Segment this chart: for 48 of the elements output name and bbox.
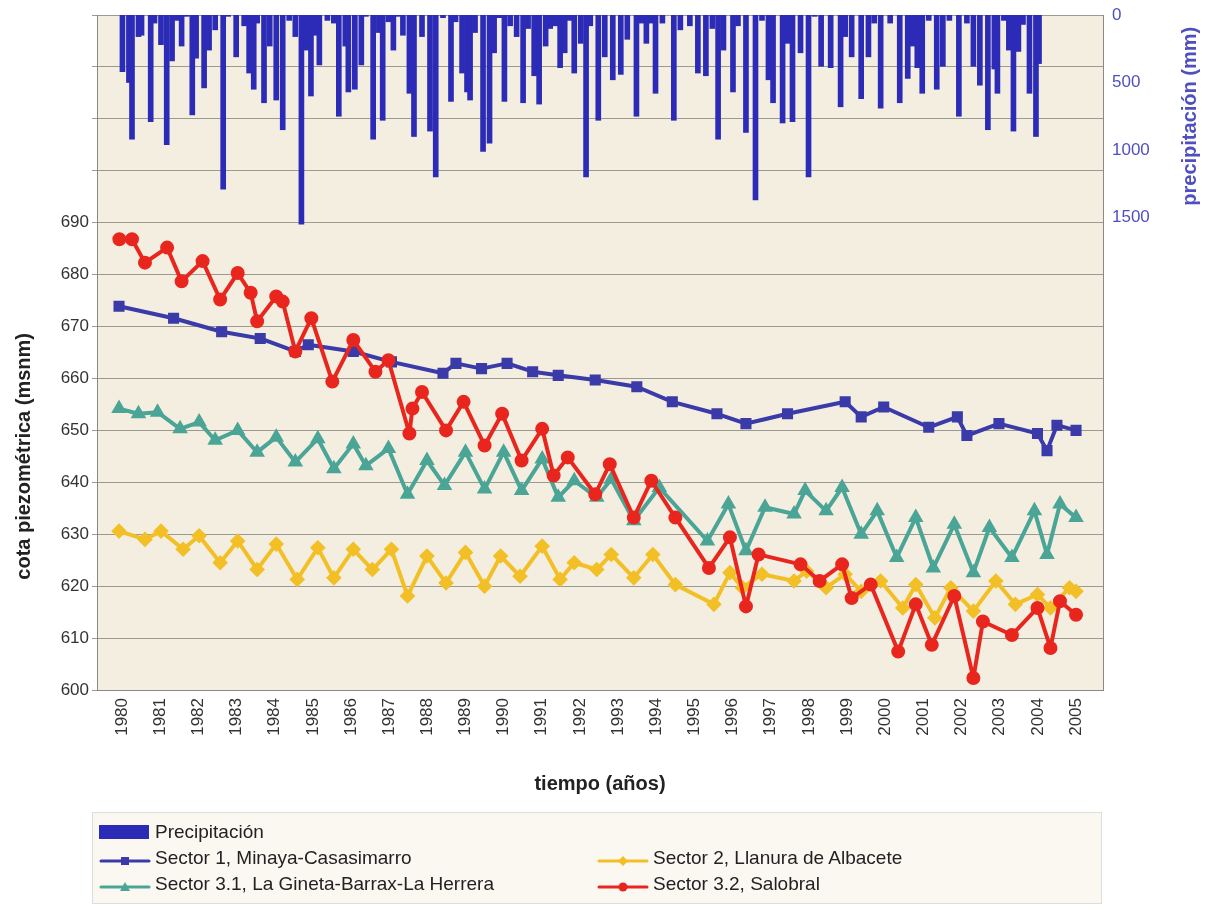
y2-tick-label: 1000	[1112, 139, 1150, 159]
y-tick-label: 630	[60, 523, 89, 543]
x-tick-label: 2001	[913, 698, 933, 736]
x-axis-title: tiempo (años)	[534, 771, 666, 794]
x-tick-label: 1986	[340, 698, 360, 736]
x-tick-label: 2002	[951, 698, 971, 736]
legend-label: Sector 2, Llanura de Albacete	[653, 847, 903, 869]
y-tick-label: 680	[60, 264, 89, 284]
legend-label: Sector 3.2, Salobral	[653, 873, 820, 895]
x-tick-label: 1980	[111, 698, 131, 736]
x-tick-label: 1999	[836, 698, 856, 736]
y2-tick-label: 0	[1112, 4, 1122, 24]
x-tick-label: 1995	[684, 698, 704, 736]
y-tick-label: 640	[60, 472, 89, 491]
x-tick-label: 1993	[607, 698, 627, 736]
x-tick-label: 1990	[493, 698, 513, 736]
y2-axis-title: precipitación (mm)	[1177, 26, 1200, 206]
y-axis-title: cota piezométrica (msnm)	[11, 332, 34, 580]
y-tick-label: 610	[60, 627, 89, 647]
x-tick-label: 1991	[531, 698, 551, 736]
y-tick-label: 650	[60, 420, 89, 440]
x-tick-label: 1996	[722, 698, 742, 736]
x-tick-label: 1989	[455, 698, 475, 736]
y2-tick-label: 500	[1112, 72, 1141, 92]
legend-label: Sector 3.1, La Gineta-Barrax-La Herrera	[155, 873, 494, 895]
x-tick-label: 1985	[302, 698, 322, 736]
y-tick-label: 670	[60, 316, 89, 336]
x-tick-label: 2005	[1065, 698, 1085, 736]
x-tick-label: 1983	[226, 698, 246, 736]
y-tick-label: 600	[60, 679, 89, 699]
x-tick-label: 1984	[264, 698, 284, 736]
x-tick-label: 1988	[417, 698, 437, 736]
x-tick-label: 1992	[569, 698, 589, 736]
y2-tick-label: 1500	[1112, 207, 1150, 227]
legend-label: Sector 1, Minaya-Casasimarro	[155, 847, 412, 869]
legend-label: Precipitación	[155, 821, 264, 843]
x-tick-label: 1997	[760, 698, 780, 736]
y-tick-label: 620	[60, 575, 89, 595]
y-tick-label: 690	[60, 212, 89, 232]
y-tick-label: 660	[60, 368, 89, 388]
x-tick-label: 1998	[798, 698, 818, 736]
x-tick-label: 2000	[874, 698, 894, 736]
x-tick-label: 2004	[1027, 698, 1047, 736]
x-tick-label: 1982	[188, 698, 208, 736]
x-tick-label: 1981	[149, 698, 169, 736]
x-tick-label: 1987	[378, 698, 398, 736]
x-tick-label: 1994	[645, 698, 665, 736]
x-tick-label: 2003	[989, 698, 1009, 736]
